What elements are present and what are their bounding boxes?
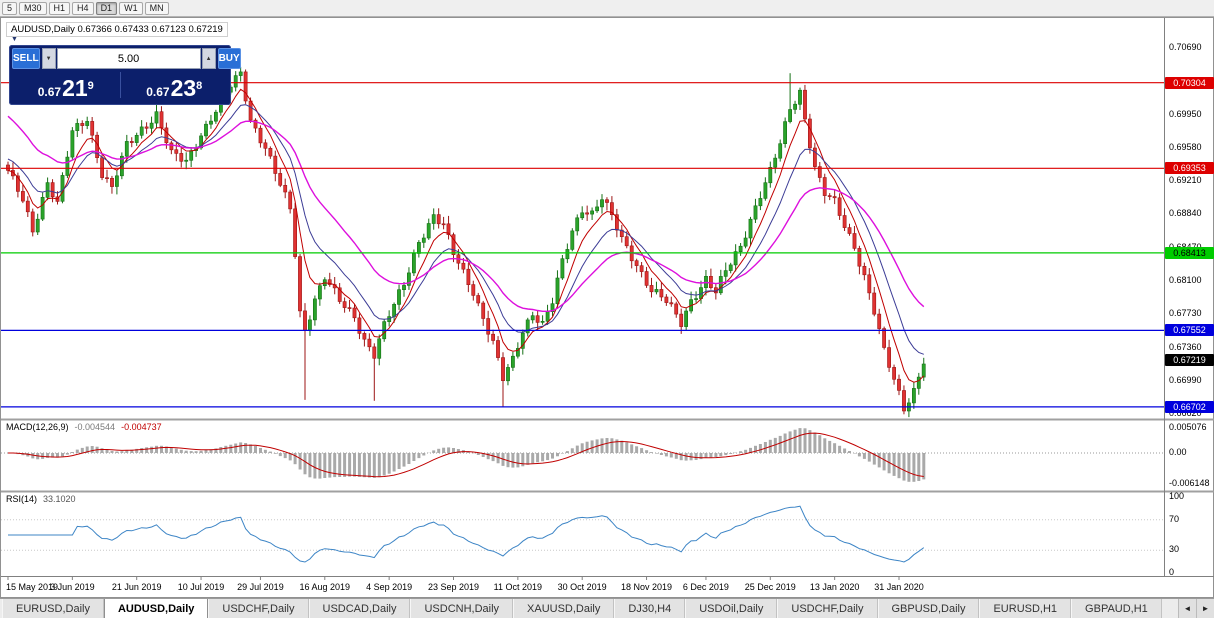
axis-label: -0.006148 — [1169, 478, 1210, 488]
timeframe-button-w1[interactable]: W1 — [119, 1, 143, 15]
lot-size-control: ▼ ▲ — [41, 48, 216, 69]
buy-price-pip: 8 — [196, 80, 203, 92]
lot-decrease-button[interactable]: ▼ — [41, 48, 56, 69]
chart-tab-10-eurusd-h1[interactable]: EURUSD,H1 — [979, 599, 1072, 618]
date-axis-label: 25 Dec 2019 — [744, 582, 796, 592]
date-axis-label: 4 Sep 2019 — [366, 582, 413, 592]
chart-tab-8-usdchf-daily[interactable]: USDCHF,Daily — [777, 599, 878, 618]
axis-label: 100 — [1169, 491, 1185, 501]
chart-tabs-bar: EURUSD,Daily AUDUSD,Daily USDCHF,Daily USDC… — [0, 598, 1214, 618]
axis-label: 30 — [1169, 544, 1180, 554]
rsi-name: RSI(14) — [6, 494, 38, 504]
macd-indicator-label: MACD(12,26,9) -0.004544 -0.004737 — [6, 422, 162, 432]
axis-label: 0.66990 — [1169, 375, 1202, 385]
chart-tab-9-gbpusd-daily[interactable]: GBPUSD,Daily — [877, 599, 980, 618]
timeframe-button-h4[interactable]: H4 — [72, 1, 94, 15]
chart-window: AUDUSD,Daily 0.67366 0.67433 0.67123 0.6… — [0, 17, 1214, 598]
date-axis-label: 29 Jul 2019 — [237, 582, 284, 592]
chart-tab-6-dj30-h4[interactable]: DJ30,H4 — [614, 599, 686, 618]
chart-tab-1-audusd-daily[interactable]: AUDUSD,Daily — [103, 599, 209, 618]
rsi-line — [8, 505, 925, 563]
sell-button[interactable]: SELL — [12, 48, 40, 69]
buy-price[interactable]: 0.67 23 8 — [121, 76, 229, 100]
price-marker-0.68413: 0.68413 — [1165, 247, 1214, 259]
date-axis-label: 31 Jan 2020 — [874, 582, 924, 592]
buy-price-base: 0.67 — [146, 85, 170, 99]
trade-panel-collapse-icon[interactable]: ▼ — [11, 36, 18, 43]
chart-tabs: EURUSD,Daily AUDUSD,Daily USDCHF,Daily USDC… — [2, 599, 1162, 618]
axis-label: 0.68840 — [1169, 208, 1202, 218]
sell-price-base: 0.67 — [37, 85, 62, 99]
chart-tab-3-usdcad-daily[interactable]: USDCAD,Daily — [308, 599, 411, 618]
timeframe-button-5[interactable]: 5 — [2, 1, 18, 15]
tab-scroll-controls: ◄ ► — [1178, 599, 1214, 618]
date-axis-label: 16 Aug 2019 — [299, 582, 351, 592]
axis-label: 70 — [1169, 514, 1180, 524]
moving-average-26 — [7, 115, 925, 312]
sell-price-main: 21 — [62, 75, 88, 101]
axis-label: 0.005076 — [1169, 422, 1207, 432]
axis-label: 0.69580 — [1169, 142, 1202, 152]
rsi-indicator-label: RSI(14) 33.1020 — [6, 494, 76, 504]
candlesticks — [6, 66, 926, 418]
price-divider — [119, 71, 121, 98]
timeframe-button-m30[interactable]: M30 — [19, 1, 47, 15]
macd-main-value: -0.004544 — [74, 422, 116, 432]
price-marker-0.70304: 0.70304 — [1165, 77, 1214, 89]
chart-tab-5-xauusd-daily[interactable]: XAUUSD,Daily — [513, 599, 615, 618]
chart-tab-7-usdoil-daily[interactable]: USDOil,Daily — [685, 599, 778, 618]
tabs-scroll-left-button[interactable]: ◄ — [1178, 599, 1196, 618]
axis-label: 0.66620 — [1169, 408, 1202, 418]
price-axis[interactable]: 0.70690 0.69950 0.69580 0.69210 0.68840 0.684… — [1165, 18, 1214, 599]
chart-ohlc-title: AUDUSD,Daily 0.67366 0.67433 0.67123 0.6… — [6, 22, 228, 37]
axis-label: 0 — [1169, 567, 1175, 577]
price-marker-0.66702: 0.66702 — [1165, 401, 1214, 413]
macd-signal-line — [8, 432, 924, 478]
date-axis-label: 23 Sep 2019 — [427, 582, 480, 592]
axis-label: 0.69210 — [1169, 175, 1202, 185]
date-axis-label: 11 Oct 2019 — [493, 582, 543, 592]
axis-label: 0.69950 — [1169, 109, 1202, 119]
date-axis-label: 30 Oct 2019 — [557, 582, 607, 592]
macd-signal-value: -0.004737 — [121, 422, 162, 432]
macd-histogram — [11, 428, 926, 482]
lot-increase-button[interactable]: ▲ — [201, 48, 216, 69]
date-axis-label: 13 Jan 2020 — [809, 582, 860, 592]
buy-button[interactable]: BUY — [217, 48, 241, 69]
chart-tab-4-usdcnh-daily[interactable]: USDCNH,Daily — [410, 599, 514, 618]
moving-average-12 — [7, 104, 924, 355]
axis-label: 0.67730 — [1169, 308, 1202, 318]
rsi-value: 33.1020 — [43, 494, 76, 504]
price-marker-0.67219: 0.67219 — [1165, 354, 1214, 366]
price-marker-0.69353: 0.69353 — [1165, 162, 1214, 174]
timeframe-button-d1[interactable]: D1 — [95, 1, 118, 15]
sell-price[interactable]: 0.67 21 9 — [12, 76, 120, 100]
tabs-scroll-right-button[interactable]: ► — [1196, 599, 1214, 618]
chart-tab-2-usdchf-daily[interactable]: USDCHF,Daily — [208, 599, 309, 618]
date-axis-label: 15 May 2019 — [5, 582, 59, 592]
timeframe-button-h1[interactable]: H1 — [48, 1, 71, 15]
chart-plot-area[interactable] — [1, 18, 1214, 599]
macd-name: MACD(12,26,9) — [6, 422, 69, 432]
axis-label: 0.00 — [1169, 447, 1187, 457]
timeframe-button-mn[interactable]: MN — [144, 1, 169, 15]
date-axis-label: 6 Dec 2019 — [682, 582, 729, 592]
price-marker-0.67552: 0.67552 — [1165, 324, 1214, 336]
date-axis-label: 3 Jun 2019 — [50, 582, 95, 592]
axis-label: 0.68100 — [1169, 275, 1202, 285]
chart-tab-11-gbpaud-h1[interactable]: GBPAUD,H1 — [1071, 599, 1162, 618]
date-axis-label: 21 Jun 2019 — [111, 582, 162, 592]
date-axis-label: 10 Jul 2019 — [177, 582, 225, 592]
chart-tab-0-eurusd-daily[interactable]: EURUSD,Daily — [2, 599, 104, 618]
date-axis-label: 18 Nov 2019 — [621, 582, 673, 592]
axis-label: 0.67360 — [1169, 342, 1202, 352]
lot-size-input[interactable] — [56, 48, 201, 69]
sell-price-pip: 9 — [87, 80, 94, 92]
axis-label: 0.70690 — [1169, 42, 1202, 52]
timeframe-toolbar: 5 M30 H1 H4 D1 W1 MN — [0, 0, 1214, 17]
date-axis[interactable]: 15 May 2019 3 Jun 2019 21 Jun 2019 10 Jul 2… — [1, 580, 1164, 596]
buy-price-main: 23 — [170, 75, 197, 101]
